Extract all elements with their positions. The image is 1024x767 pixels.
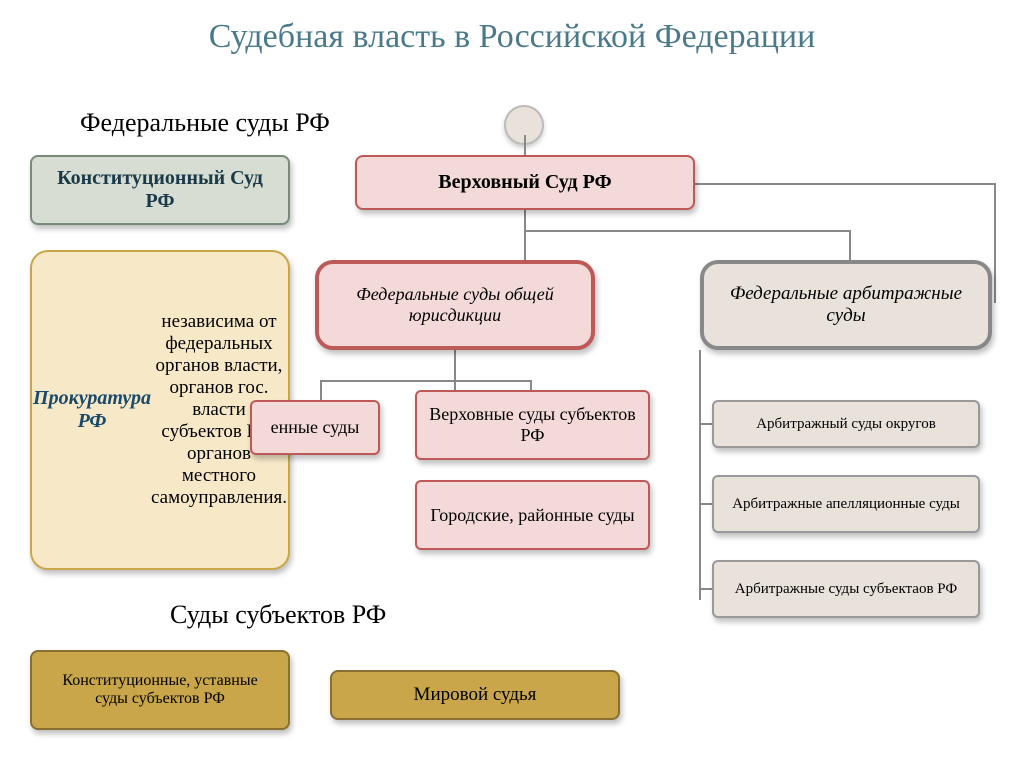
section-subjects-label: Суды субъектов РФ <box>170 600 386 630</box>
connector <box>320 380 322 400</box>
connector <box>454 350 456 390</box>
connector <box>699 423 712 425</box>
page-title: Судебная власть в Российской Федерации <box>0 0 1024 66</box>
connector <box>849 230 851 260</box>
node-arbitration: Федеральные арбитражные суды <box>700 260 992 350</box>
connector <box>699 588 712 590</box>
connector <box>994 183 996 303</box>
node-arb_district: Арбитражный суды округов <box>712 400 980 448</box>
connector <box>524 135 526 155</box>
node-arb_appeal: Арбитражные апелляционные суды <box>712 475 980 533</box>
connector <box>320 380 530 382</box>
connector <box>695 183 995 185</box>
node-arb_subj: Арбитражные суды субъектаов РФ <box>712 560 980 618</box>
section-federal-label: Федеральные суды РФ <box>80 108 330 138</box>
connector <box>524 210 526 260</box>
node-const_court: Конституционный Суд РФ <box>30 155 290 225</box>
connector <box>699 350 701 600</box>
node-military: енные суды <box>250 400 380 455</box>
connector <box>524 230 849 232</box>
node-mirovoy: Мировой судья <box>330 670 620 720</box>
node-supreme: Верховный Суд РФ <box>355 155 695 210</box>
node-city_courts: Городские, районные суды <box>415 480 650 550</box>
connector <box>699 503 712 505</box>
node-general_juris: Федеральные суды общей юрисдикции <box>315 260 595 350</box>
node-supreme_subj: Верховные суды субъектов РФ <box>415 390 650 460</box>
node-const_subj: Конституционные, уставные суды субъектов… <box>30 650 290 730</box>
